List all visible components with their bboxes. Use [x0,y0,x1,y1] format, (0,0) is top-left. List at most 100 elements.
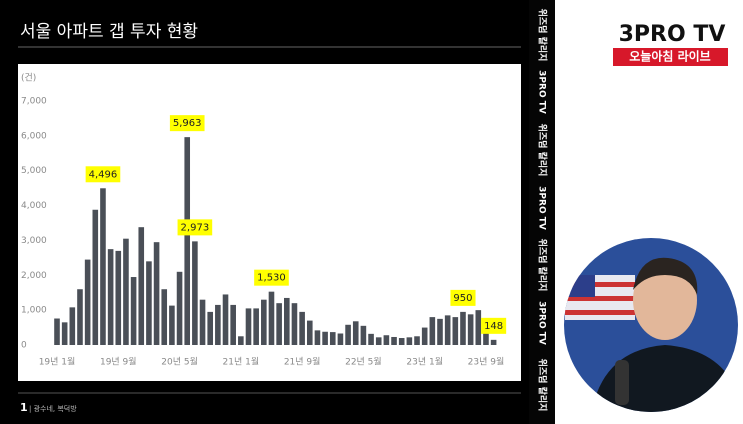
bar [253,308,259,345]
value-label: 2,973 [181,222,210,233]
bar [61,322,68,345]
x-tick-label: 22년 5월 [345,356,382,368]
bar [77,289,83,345]
bar [490,339,497,345]
y-tick-label: 7,000 [21,97,47,107]
bar [238,336,244,345]
bar [291,303,298,345]
x-tick-label: 19년 9월 [100,356,137,368]
value-label-box [169,115,205,132]
side-strip-text: 3PRO TV [537,70,547,114]
bar [54,318,60,345]
bar [115,250,122,345]
bar [345,324,351,345]
bar [169,305,175,345]
side-strip-text: 위즈덤 칼리지 [537,359,549,412]
side-strip [529,0,555,424]
bar [383,335,390,345]
x-tick-label: 23년 9월 [468,356,505,368]
bar [314,330,321,345]
bar [123,238,129,345]
x-tick-label: 20년 5월 [161,356,198,368]
value-label: 4,496 [89,169,118,180]
bar [306,320,313,345]
side-strip-text: 3PRO TV [537,301,547,345]
bar [398,338,405,345]
y-tick-label: 3,000 [21,236,47,246]
value-label-box [254,269,289,286]
bar [161,289,168,345]
bar [452,317,459,345]
bar [92,209,99,345]
y-tick-label: 0 [21,341,27,351]
bar [329,332,336,345]
bar [284,297,290,345]
bar [421,327,428,345]
y-tick-label: 6,000 [21,131,47,141]
x-tick-label: 19년 1월 [39,356,76,368]
bar [437,318,443,345]
y-unit: (건) [21,73,36,84]
bar [299,311,305,345]
bar [130,277,137,345]
y-tick-label: 2,000 [21,271,47,281]
bar [460,311,466,345]
side-strip-text: 위즈덤 칼리지 [537,124,549,177]
side-strip-text: 위즈덤 칼리지 [537,9,549,62]
bar [222,294,229,345]
x-tick-label: 23년 1월 [406,356,443,368]
logo-bar [613,48,728,66]
bar [230,304,236,345]
bar [146,261,152,345]
bar [352,321,359,345]
y-tick-label: 4,000 [21,201,47,211]
logo-program: 오늘아침 라이브 [629,49,710,64]
bar [153,242,160,345]
bar [184,137,191,345]
x-tick-label: 21년 1월 [223,356,260,368]
logo-brand: 3PRO TV [619,22,726,47]
bar [276,303,282,345]
bar [337,333,344,345]
side-strip-text: 위즈덤 칼리지 [537,239,549,292]
host-photo [564,238,738,412]
chart-title: 서울 아파트 갭 투자 현황 [20,22,198,42]
bar [444,315,451,345]
bar [429,317,436,345]
bar [414,336,420,345]
bar [199,299,206,345]
bar [207,311,213,345]
bar [322,331,328,345]
value-label-box [481,317,507,334]
value-label: 5,963 [173,118,202,129]
bar [467,314,474,345]
bar [360,325,367,345]
bar [268,291,275,345]
value-label-box [177,219,213,236]
bar [368,333,374,345]
bar [84,259,91,345]
value-label: 1,530 [257,273,286,284]
bar [100,188,106,345]
bar [138,227,145,345]
bar [215,304,221,345]
bar [375,337,382,345]
value-label: 950 [453,293,472,304]
y-tick-label: 5,000 [21,166,47,176]
bar [475,310,482,345]
source: | 광수네, 복덕방 [29,404,77,413]
bar [483,331,489,345]
page-number: 1 [20,401,28,414]
bar [391,336,397,345]
bar [245,308,252,345]
bar [107,249,114,345]
side-strip-text: 3PRO TV [537,186,547,230]
bar [261,299,267,345]
value-label: 148 [484,321,503,332]
bar [176,271,183,345]
bar [406,337,413,345]
x-tick-label: 21년 9월 [284,356,321,368]
value-label-box [450,289,476,306]
